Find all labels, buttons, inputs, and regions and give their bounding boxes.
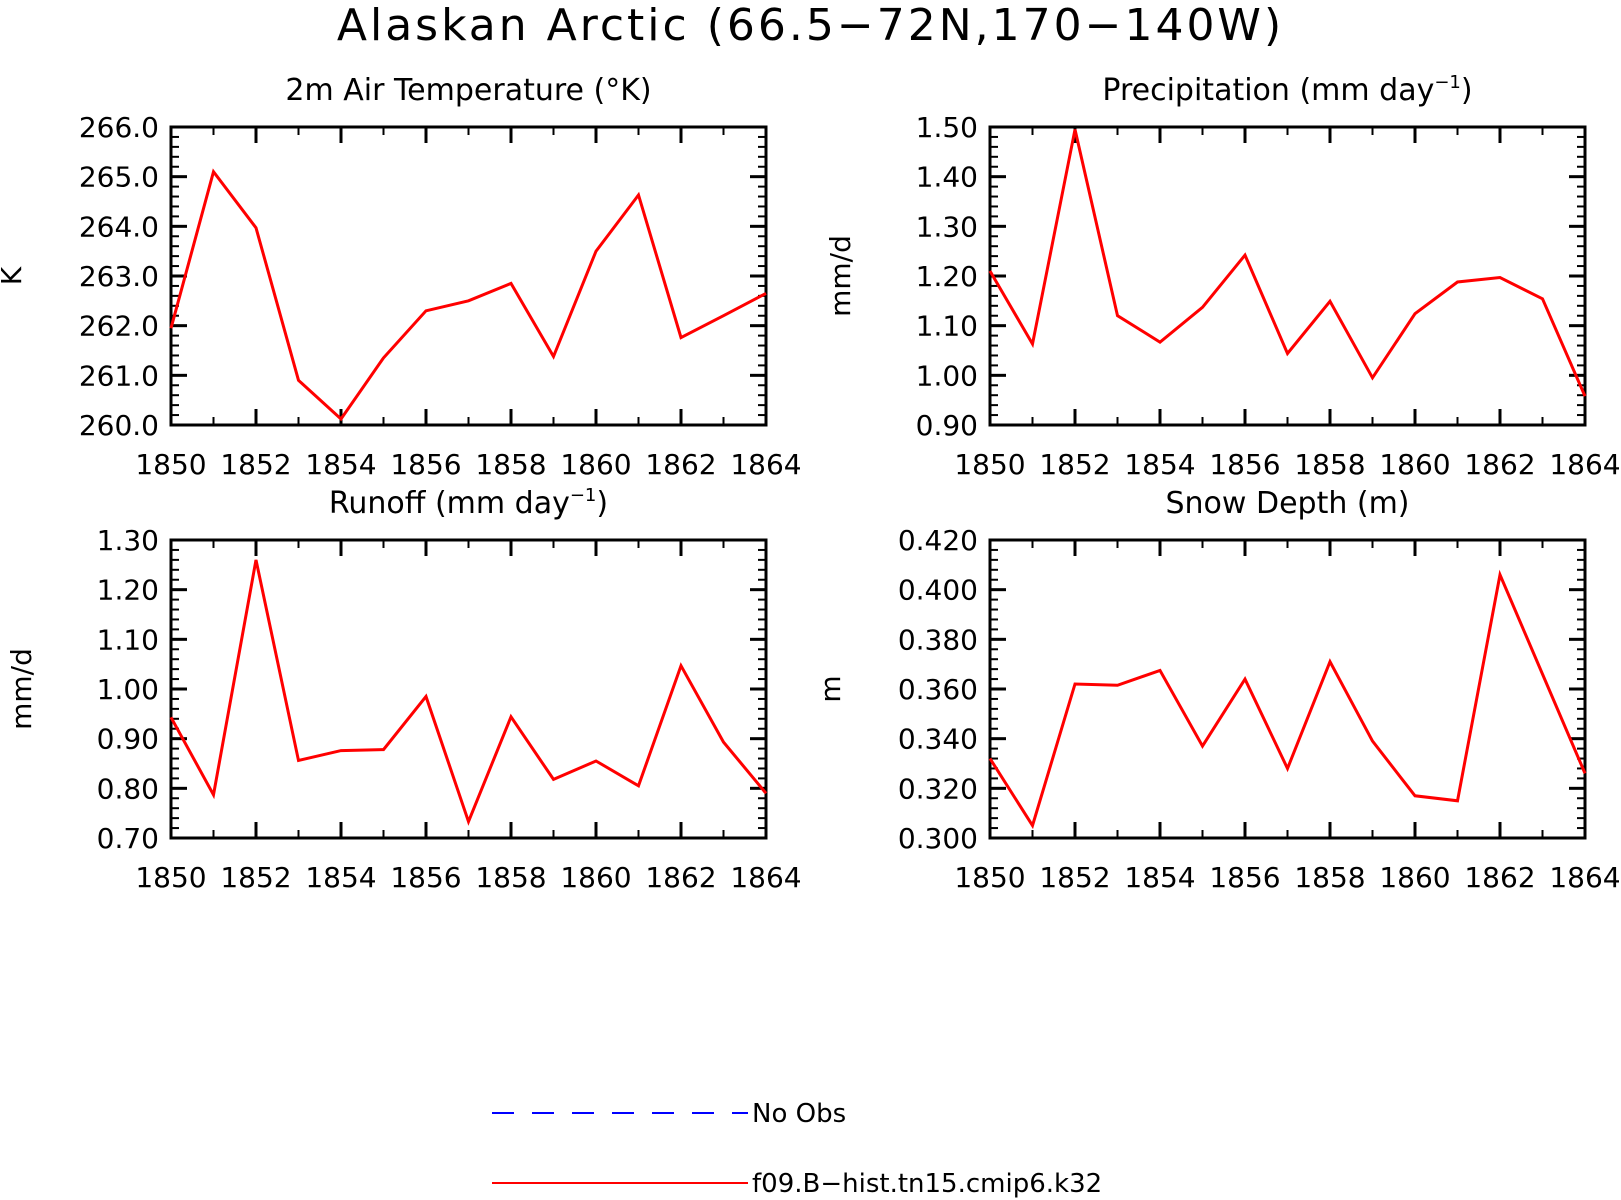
x-tick-label: 1862: [1464, 448, 1535, 481]
panel-title: Precipitation (mm day−1): [1102, 72, 1472, 108]
x-tick-label: 1862: [1464, 861, 1535, 894]
x-tick-label: 1854: [1124, 448, 1195, 481]
y-tick-label: 0.380: [898, 623, 978, 656]
y-tick-label: 1.00: [916, 359, 978, 392]
y-tick-label: 263.0: [79, 260, 159, 293]
chart-panel-2: Precipitation (mm day−1) 1850 1852 1854 1856…: [824, 72, 1621, 481]
x-tick-label: 1850: [954, 448, 1025, 481]
plot-frame: [988, 125, 1587, 427]
y-tick-label: 260.0: [79, 409, 159, 442]
y-tick-label: 1.30: [97, 524, 159, 557]
chart-panel-4: Snow Depth (m) 1850 1852 1854 1856 1858 1860 18…: [814, 486, 1621, 894]
y-tick-label: 1.10: [916, 310, 978, 343]
y-tick-label: 0.90: [97, 723, 159, 756]
x-tick-label: 1854: [305, 861, 376, 894]
x-tick-label: 1852: [1039, 448, 1110, 481]
panel-title: 2m Air Temperature (°K): [285, 73, 651, 108]
x-tick-label: 1860: [1379, 448, 1450, 481]
chart-panel-3: Runoff (mm day−1) 1850 1852 1854 1856 1858 186…: [5, 485, 802, 894]
y-tick-label: 265.0: [79, 161, 159, 194]
chart-panel-1: 2m Air Temperature (°K) 1850 1852 1854 1856 1…: [0, 73, 802, 481]
x-tick-label: 1856: [1209, 861, 1280, 894]
x-tick-label: 1858: [1294, 448, 1365, 481]
figure-title: Alaskan Arctic (66.5−72N,170−140W): [336, 0, 1285, 51]
series-line: [988, 129, 1587, 397]
y-tick-label: 0.80: [97, 772, 159, 805]
x-tick-label: 1860: [1379, 861, 1450, 894]
y-tick-label: 0.360: [898, 673, 978, 706]
series-line: [169, 559, 768, 826]
y-tick-label: 1.20: [97, 574, 159, 607]
x-tick-label: 1856: [390, 861, 461, 894]
y-axis-label: mm/d: [824, 235, 857, 317]
panel-title: Snow Depth (m): [1165, 486, 1409, 521]
x-tick-label: 1854: [1124, 861, 1195, 894]
x-tick-label: 1862: [645, 861, 716, 894]
y-tick-label: 266.0: [79, 111, 159, 144]
y-tick-label: 261.0: [79, 359, 159, 392]
y-axis-label: m: [814, 675, 847, 702]
x-tick-label: 1864: [1549, 448, 1620, 481]
y-tick-label: 1.30: [916, 210, 978, 243]
x-tick-label: 1856: [390, 448, 461, 481]
plot-frame: [169, 125, 768, 427]
x-tick-label: 1850: [135, 448, 206, 481]
series-line: [988, 569, 1587, 830]
x-tick-label: 1856: [1209, 448, 1280, 481]
x-tick-label: 1852: [1039, 861, 1110, 894]
panel-title: Runoff (mm day−1): [329, 485, 608, 521]
x-tick-label: 1864: [1549, 861, 1620, 894]
x-tick-label: 1864: [730, 448, 801, 481]
x-tick-label: 1852: [220, 861, 291, 894]
y-tick-label: 1.50: [916, 111, 978, 144]
x-tick-label: 1860: [560, 448, 631, 481]
x-tick-label: 1850: [135, 861, 206, 894]
x-tick-label: 1862: [645, 448, 716, 481]
y-axis-label: K: [0, 266, 28, 285]
x-tick-label: 1860: [560, 861, 631, 894]
y-tick-label: 1.20: [916, 260, 978, 293]
x-tick-label: 1864: [730, 861, 801, 894]
y-tick-label: 0.90: [916, 409, 978, 442]
x-tick-label: 1858: [475, 448, 546, 481]
y-tick-label: 0.340: [898, 723, 978, 756]
y-tick-label: 0.70: [97, 822, 159, 855]
y-tick-label: 1.00: [97, 673, 159, 706]
y-tick-label: 262.0: [79, 310, 159, 343]
legend: No Obs f09.B−hist.tn15.cmip6.k32: [492, 1099, 1102, 1199]
legend-label: No Obs: [752, 1099, 846, 1129]
y-axis-label: mm/d: [5, 648, 38, 730]
x-tick-label: 1858: [475, 861, 546, 894]
x-tick-label: 1850: [954, 861, 1025, 894]
y-tick-label: 1.10: [97, 623, 159, 656]
x-tick-label: 1854: [305, 448, 376, 481]
y-tick-label: 0.300: [898, 822, 978, 855]
y-tick-label: 0.320: [898, 772, 978, 805]
y-tick-label: 264.0: [79, 210, 159, 243]
legend-label: f09.B−hist.tn15.cmip6.k32: [752, 1169, 1102, 1199]
x-tick-label: 1852: [220, 448, 291, 481]
series-line: [169, 168, 767, 422]
y-tick-label: 0.400: [898, 574, 978, 607]
y-tick-label: 1.40: [916, 161, 978, 194]
y-tick-label: 0.420: [898, 524, 978, 557]
x-tick-label: 1858: [1294, 861, 1365, 894]
plot-frame: [988, 538, 1587, 840]
